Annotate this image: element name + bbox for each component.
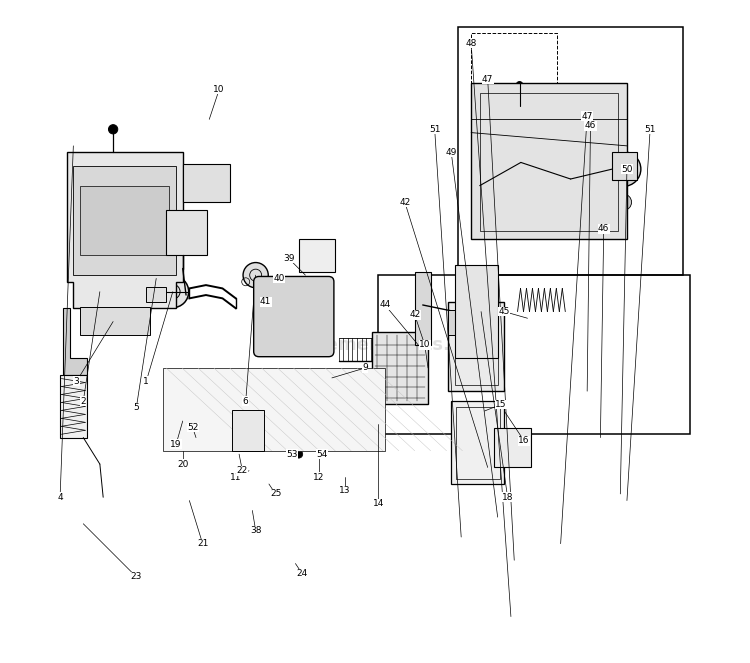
Bar	[494, 428, 531, 467]
Bar	[74, 166, 176, 275]
Circle shape	[552, 160, 590, 198]
Text: 5: 5	[134, 403, 140, 412]
Text: 21: 21	[197, 539, 208, 548]
Bar	[80, 307, 149, 335]
Text: 44: 44	[380, 300, 391, 310]
Text: 49: 49	[446, 148, 457, 157]
Text: 50: 50	[621, 164, 633, 174]
Text: 42: 42	[410, 310, 421, 320]
Text: 47: 47	[482, 75, 494, 84]
Bar	[232, 410, 264, 451]
Bar	[60, 375, 86, 438]
Text: 16: 16	[518, 436, 530, 446]
Bar	[458, 27, 683, 275]
Circle shape	[306, 251, 325, 269]
Bar	[454, 265, 498, 358]
Text: 3: 3	[74, 377, 80, 386]
Text: 53: 53	[286, 450, 298, 459]
Bar	[80, 186, 170, 255]
Text: 51: 51	[644, 125, 656, 134]
Bar	[183, 164, 230, 202]
Text: 46: 46	[585, 121, 596, 131]
Bar	[454, 308, 498, 385]
Text: 51: 51	[429, 125, 440, 134]
Text: 40: 40	[273, 274, 284, 283]
Text: 39: 39	[283, 254, 295, 263]
Text: 11: 11	[230, 473, 242, 482]
Text: 2: 2	[80, 396, 86, 406]
Text: 25: 25	[270, 489, 281, 499]
Text: 42: 42	[399, 198, 410, 207]
Polygon shape	[67, 152, 183, 308]
Text: 4: 4	[57, 493, 63, 502]
Bar	[378, 275, 690, 434]
Bar	[166, 210, 207, 255]
Text: 1: 1	[143, 377, 149, 386]
Text: 38: 38	[250, 526, 262, 535]
Circle shape	[243, 263, 268, 288]
Bar	[456, 407, 500, 479]
Text: 18: 18	[502, 493, 513, 502]
Circle shape	[516, 82, 523, 88]
Text: 23: 23	[130, 572, 142, 581]
Bar	[480, 93, 618, 231]
Bar	[298, 239, 335, 272]
Text: 46: 46	[598, 224, 610, 233]
Text: 48: 48	[466, 38, 477, 48]
Text: 14: 14	[373, 499, 384, 509]
Circle shape	[616, 194, 632, 210]
FancyBboxPatch shape	[254, 276, 334, 357]
Bar	[448, 310, 456, 335]
Polygon shape	[64, 308, 86, 375]
Text: 10: 10	[419, 340, 430, 349]
Text: 24: 24	[296, 569, 307, 578]
Text: 52: 52	[187, 423, 198, 432]
Bar	[471, 83, 627, 239]
Bar	[471, 33, 557, 133]
Circle shape	[607, 152, 640, 186]
Text: 41: 41	[260, 297, 272, 306]
Text: 20: 20	[177, 459, 188, 469]
Circle shape	[109, 125, 118, 134]
Circle shape	[318, 450, 326, 458]
Text: 45: 45	[499, 307, 510, 316]
Text: 54: 54	[316, 450, 328, 459]
Polygon shape	[415, 272, 431, 345]
Circle shape	[284, 307, 304, 327]
Text: ReplacementParts.com: ReplacementParts.com	[258, 335, 492, 354]
Text: 47: 47	[581, 111, 592, 121]
Circle shape	[496, 141, 538, 184]
Text: 6: 6	[243, 396, 248, 406]
Text: 10: 10	[214, 85, 225, 94]
Bar	[146, 287, 166, 302]
Bar	[448, 302, 504, 391]
Circle shape	[190, 432, 201, 443]
Bar	[452, 401, 504, 484]
Text: 12: 12	[313, 473, 324, 482]
Text: 9: 9	[362, 363, 368, 373]
Circle shape	[295, 450, 303, 458]
Bar	[372, 332, 428, 404]
Text: 19: 19	[170, 440, 182, 449]
Polygon shape	[163, 368, 385, 451]
Text: 13: 13	[340, 486, 351, 495]
Text: 22: 22	[237, 466, 248, 475]
Circle shape	[157, 276, 189, 308]
Bar	[612, 152, 637, 180]
Text: 15: 15	[495, 400, 507, 409]
